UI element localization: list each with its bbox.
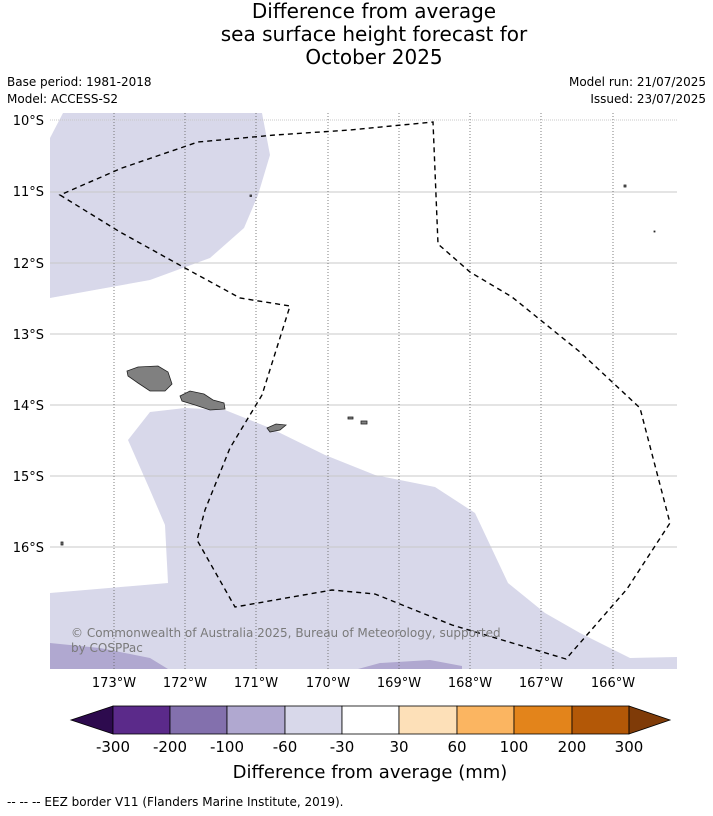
cb-label-200: 200 bbox=[558, 738, 587, 756]
plot-area bbox=[50, 113, 677, 669]
colorbar-max-arrow bbox=[628, 705, 672, 735]
lon-label-172w: 172°W bbox=[163, 676, 207, 691]
title-line-2: sea surface height forecast for bbox=[220, 22, 528, 46]
colorbar-labels: -300 -200 -100 -60 -30 30 60 100 200 300 bbox=[96, 738, 643, 756]
model-run: Model run: 21/07/2025 bbox=[568, 75, 706, 89]
copyright-note: © Commonwealth of Australia 2025, Bureau… bbox=[71, 626, 501, 655]
land bbox=[60, 184, 656, 546]
lon-label-168w: 168°W bbox=[448, 676, 492, 691]
lat-label-14s: 14°S bbox=[13, 399, 44, 414]
colorbar-bin-8 bbox=[513, 705, 573, 735]
lon-label-166w: 166°W bbox=[591, 676, 635, 691]
cb-label-m200: -200 bbox=[153, 738, 187, 756]
cb-label-100: 100 bbox=[500, 738, 529, 756]
lat-label-10s: 10°S bbox=[13, 114, 44, 129]
colorbar-bin-6 bbox=[398, 705, 458, 735]
title-line-3: October 2025 bbox=[305, 45, 443, 69]
colorbar-bin-2 bbox=[169, 705, 228, 735]
eez-legend-note: -- -- -- EEZ border V11 (Flanders Marine… bbox=[7, 795, 344, 809]
colorbar-min-arrow bbox=[69, 705, 114, 735]
island-upolu bbox=[179, 390, 226, 411]
colorbar-bin-1 bbox=[112, 705, 171, 735]
map-title: Difference from average sea surface heig… bbox=[0, 0, 713, 69]
colorbar-title: Difference from average (mm) bbox=[233, 762, 508, 783]
lon-label-170w: 170°W bbox=[306, 676, 350, 691]
lat-labels: 10°S 11°S 12°S 13°S 14°S 15°S 16°S bbox=[13, 114, 44, 556]
colorbar-bin-5 bbox=[341, 705, 400, 735]
base-period: Base period: 1981-2018 bbox=[7, 75, 152, 89]
cb-label-m60: -60 bbox=[273, 738, 298, 756]
gridlines bbox=[50, 119, 677, 548]
model-name: Model: ACCESS-S2 bbox=[7, 92, 119, 106]
colorbar-bin-7 bbox=[456, 705, 515, 735]
lon-label-171w: 171°W bbox=[234, 676, 278, 691]
cb-label-m30: -30 bbox=[330, 738, 355, 756]
island-tutuila bbox=[266, 423, 287, 433]
colorbar-bin-4 bbox=[284, 705, 343, 735]
meta-right: Model run: 21/07/2025 Issued: 23/07/2025 bbox=[569, 74, 706, 108]
cb-label-30: 30 bbox=[389, 738, 408, 756]
anomaly-region-south-dark-1 bbox=[50, 643, 168, 669]
title-line-1: Difference from average bbox=[251, 0, 497, 23]
lat-label-13s: 13°S bbox=[13, 328, 44, 343]
island-savaii bbox=[126, 365, 173, 392]
lon-label-173w: 173°W bbox=[92, 676, 136, 691]
lat-label-15s: 15°S bbox=[13, 470, 44, 485]
issued-date: Issued: 23/07/2025 bbox=[590, 92, 706, 106]
cb-label-60: 60 bbox=[447, 738, 466, 756]
lat-label-12s: 12°S bbox=[13, 257, 44, 272]
colorbar-bin-3 bbox=[226, 705, 286, 735]
eez-border-samoa bbox=[58, 121, 671, 660]
lon-labels: 173°W 172°W 171°W 170°W 169°W 168°W 167°… bbox=[92, 676, 635, 691]
cb-label-m100: -100 bbox=[210, 738, 244, 756]
cb-label-300: 300 bbox=[615, 738, 644, 756]
lat-label-11s: 11°S bbox=[13, 185, 44, 200]
anomaly-region-south-dark-2 bbox=[358, 660, 462, 669]
lon-label-169w: 169°W bbox=[377, 676, 421, 691]
colorbar bbox=[69, 705, 672, 735]
cb-label-m300: -300 bbox=[96, 738, 130, 756]
anomaly-region-south bbox=[50, 408, 677, 669]
lon-label-167w: 167°W bbox=[519, 676, 563, 691]
lat-label-16s: 16°S bbox=[13, 541, 44, 556]
meta-left: Base period: 1981-2018 Model: ACCESS-S2 bbox=[7, 74, 152, 108]
colorbar-bin-9 bbox=[571, 705, 630, 735]
anomaly-region-north bbox=[50, 113, 270, 298]
